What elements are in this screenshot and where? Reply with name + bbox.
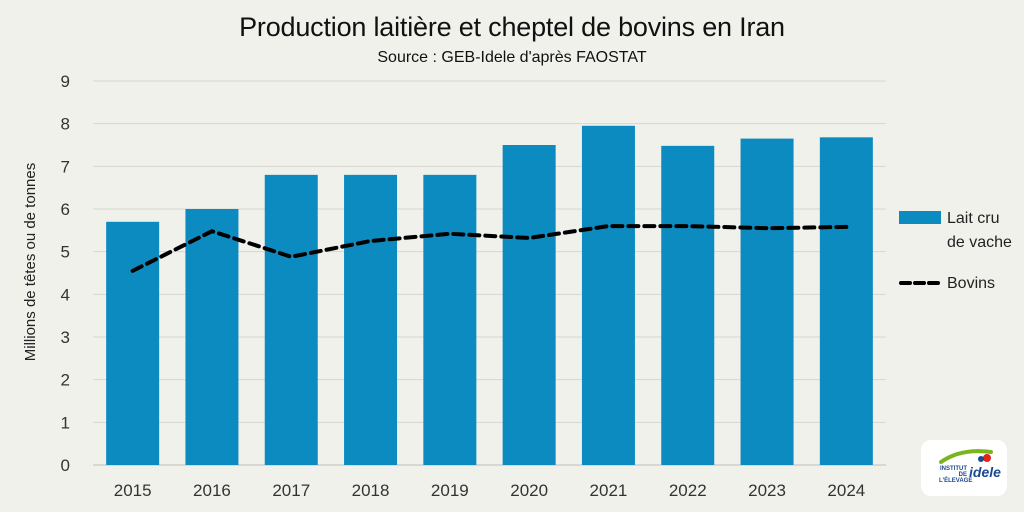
x-tick-label: 2021 [590,481,628,500]
bar-2018 [344,174,398,465]
bar-2016 [185,209,239,465]
line-series [130,224,849,273]
bar-2017 [264,174,318,465]
idele-logo: INSTITUT DE L'ÉLEVAGE idele [921,440,1007,496]
bar-2022 [661,145,715,465]
legend-label-bovins: Bovins [947,275,995,292]
bovins-line [130,224,849,273]
chart-subtitle: Source : GEB-Idele d'après FAOSTAT [377,49,647,66]
x-tick-label: 2023 [748,481,786,500]
y-tick-label: 7 [61,157,70,176]
x-tick-label: 2024 [827,481,865,500]
x-tick-label: 2019 [431,481,469,500]
x-tick-label: 2020 [510,481,548,500]
legend-bar-swatch [899,211,941,224]
bar-2019 [423,174,477,465]
legend-label-lait: de vache [947,234,1012,251]
y-axis-ticks: 0 1 2 3 4 5 6 7 8 9 [61,72,70,475]
x-tick-label: 2015 [114,481,152,500]
logo-small-text: INSTITUT DE L'ÉLEVAGE [939,466,973,484]
y-tick-label: 2 [61,371,70,390]
bar-series [106,125,873,466]
bar-2021 [581,125,635,466]
y-tick-label: 3 [61,328,70,347]
y-tick-label: 5 [61,243,70,262]
y-tick-label: 1 [61,413,70,432]
x-tick-label: 2022 [669,481,707,500]
y-tick-label: 4 [61,285,70,304]
legend: Lait cru de vache Bovins [899,210,1012,292]
y-tick-label: 6 [61,200,70,219]
bar-2023 [740,138,794,465]
logo-swoosh-icon [939,449,993,464]
chart-title: Production laitière et cheptel de bovins… [239,12,785,42]
x-tick-label: 2016 [193,481,231,500]
bar-2020 [502,145,556,465]
bar-2015 [106,221,160,465]
y-axis-label: Millions de têtes ou de tonnes [22,163,39,361]
x-tick-label: 2017 [272,481,310,500]
legend-label-lait: Lait cru [947,210,999,227]
bar-2024 [819,137,873,465]
logo-main-text: idele [969,464,1001,480]
y-tick-label: 8 [61,115,70,134]
x-tick-label: 2018 [352,481,390,500]
x-axis-ticks: 2015 2016 2017 2018 2019 2020 2021 2022 2023 2024 [114,481,866,500]
y-tick-label: 9 [61,72,70,91]
y-tick-label: 0 [61,456,70,475]
